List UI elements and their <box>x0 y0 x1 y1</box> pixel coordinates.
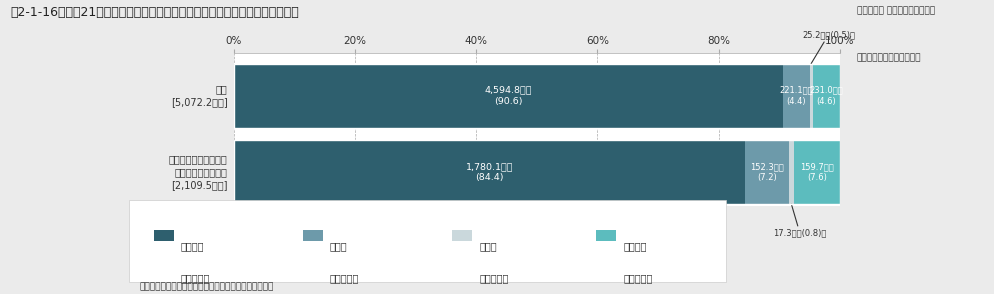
Text: 基準値以下: 基準値以下 <box>479 273 509 283</box>
Text: 全国
[5,072.2千戸]: 全国 [5,072.2千戸] <box>171 84 228 107</box>
Text: 昼夜とも: 昼夜とも <box>181 241 205 251</box>
Bar <box>794 140 840 204</box>
Text: 図2-1-16　平成21年度　道路に面する地域における騒音の環境基準の達成状況: 図2-1-16 平成21年度 道路に面する地域における騒音の環境基準の達成状況 <box>10 6 298 19</box>
Bar <box>746 140 789 204</box>
Text: うち、幹線交通を担う
道路に近接する空間
[2,109.5千戸]: うち、幹線交通を担う 道路に近接する空間 [2,109.5千戸] <box>169 154 228 191</box>
Text: 単位　上段 住居等戸数（千戸）: 単位 上段 住居等戸数（千戸） <box>857 6 935 15</box>
Bar <box>234 64 783 128</box>
Text: 下段（比率（％））: 下段（比率（％）） <box>857 53 921 62</box>
Text: 基準値超過: 基準値超過 <box>623 273 653 283</box>
Text: 159.7千戸
(7.6): 159.7千戸 (7.6) <box>800 162 834 182</box>
Text: 昼夜とも: 昼夜とも <box>623 241 647 251</box>
Text: 基準値以下: 基準値以下 <box>181 273 211 283</box>
Text: （注）端数処理の関係で合計値が合わないことがある。: （注）端数処理の関係で合計値が合わないことがある。 <box>139 282 273 291</box>
Bar <box>810 64 813 128</box>
Text: 17.3千戸(0.8)－: 17.3千戸(0.8)－ <box>773 204 827 238</box>
Bar <box>234 64 840 128</box>
Bar <box>234 140 840 204</box>
Bar <box>789 140 794 204</box>
Text: 1,780.1千戸
(84.4): 1,780.1千戸 (84.4) <box>466 162 513 182</box>
Text: 25.2千戸(0.5)－: 25.2千戸(0.5)－ <box>802 30 855 64</box>
Text: 221.1千戸
(4.4): 221.1千戸 (4.4) <box>779 86 813 106</box>
Text: 4,594.8千戸
(90.6): 4,594.8千戸 (90.6) <box>484 86 532 106</box>
Text: 152.3千戸
(7.2): 152.3千戸 (7.2) <box>750 162 784 182</box>
Bar <box>234 140 746 204</box>
Bar <box>813 64 841 128</box>
Text: 夜のみ: 夜のみ <box>479 241 497 251</box>
Text: 昼のみ: 昼のみ <box>330 241 348 251</box>
Bar <box>783 64 809 128</box>
Text: 231.0千戸
(4.6): 231.0千戸 (4.6) <box>810 86 844 106</box>
Text: 基準値以下: 基準値以下 <box>330 273 360 283</box>
